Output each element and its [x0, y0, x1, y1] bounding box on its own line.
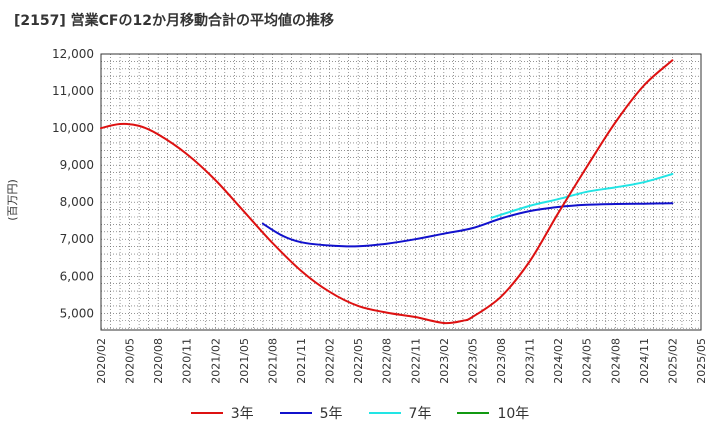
x-tick-label: 2021/05 [238, 338, 251, 384]
legend-swatch [279, 412, 312, 414]
x-tick-label: 2024/11 [638, 338, 651, 384]
x-tick-label: 2021/02 [209, 338, 222, 384]
legend-item: 7年 [368, 403, 432, 423]
x-tick-label: 2023/08 [495, 338, 508, 384]
x-tick-label: 2024/08 [609, 338, 622, 384]
x-tick-label: 2024/02 [552, 338, 565, 384]
x-tick-label: 2022/08 [381, 338, 394, 384]
x-tick-label: 2021/08 [266, 338, 279, 384]
x-tick-label: 2021/11 [295, 338, 308, 384]
x-tick-label: 2022/02 [324, 338, 337, 384]
y-tick-label: 10,000 [52, 121, 94, 135]
x-tick-label: 2022/05 [352, 338, 365, 384]
y-tick-label: 11,000 [52, 84, 94, 98]
legend-label: 3年 [230, 406, 254, 422]
legend-label: 5年 [319, 406, 343, 422]
y-axis-label: (百万円) [6, 179, 19, 221]
x-tick-label: 2025/02 [666, 338, 679, 384]
x-tick-label: 2020/05 [124, 338, 137, 384]
y-tick-label: 8,000 [60, 195, 94, 209]
y-tick-label: 5,000 [60, 306, 94, 320]
legend-swatch [190, 412, 223, 414]
y-tick-label: 6,000 [60, 269, 94, 283]
x-tick-label: 2020/08 [152, 338, 165, 384]
legend-swatch [457, 412, 490, 414]
plot-frame [100, 53, 702, 331]
y-tick-label: 7,000 [60, 232, 94, 246]
x-tick-label: 2025/05 [695, 338, 708, 384]
legend-swatch [368, 412, 401, 414]
legend-item: 3年 [190, 403, 254, 423]
x-tick-label: 2020/02 [95, 338, 108, 384]
y-tick-label: 9,000 [60, 158, 94, 172]
x-tick-label: 2024/05 [581, 338, 594, 384]
x-tick-label: 2023/05 [466, 338, 479, 384]
series-line-1 [100, 59, 674, 325]
legend-item: 5年 [279, 403, 343, 423]
chart-title: [2157] 営業CFの12か月移動合計の平均値の推移 [14, 13, 334, 29]
legend-item: 10年 [457, 403, 529, 423]
x-tick-label: 2020/11 [181, 338, 194, 384]
legend-label: 7年 [408, 406, 432, 422]
x-tick-label: 2022/11 [409, 338, 422, 384]
legend: 3年 5年 7年 10年 [0, 400, 720, 426]
x-tick-label: 2023/11 [524, 338, 537, 384]
x-tick-label: 2023/02 [438, 338, 451, 384]
y-tick-label: 12,000 [52, 47, 94, 61]
series-line-2 [261, 202, 674, 248]
series-line-3 [490, 173, 674, 219]
plot-area [101, 54, 701, 330]
legend-label: 10年 [497, 406, 530, 422]
